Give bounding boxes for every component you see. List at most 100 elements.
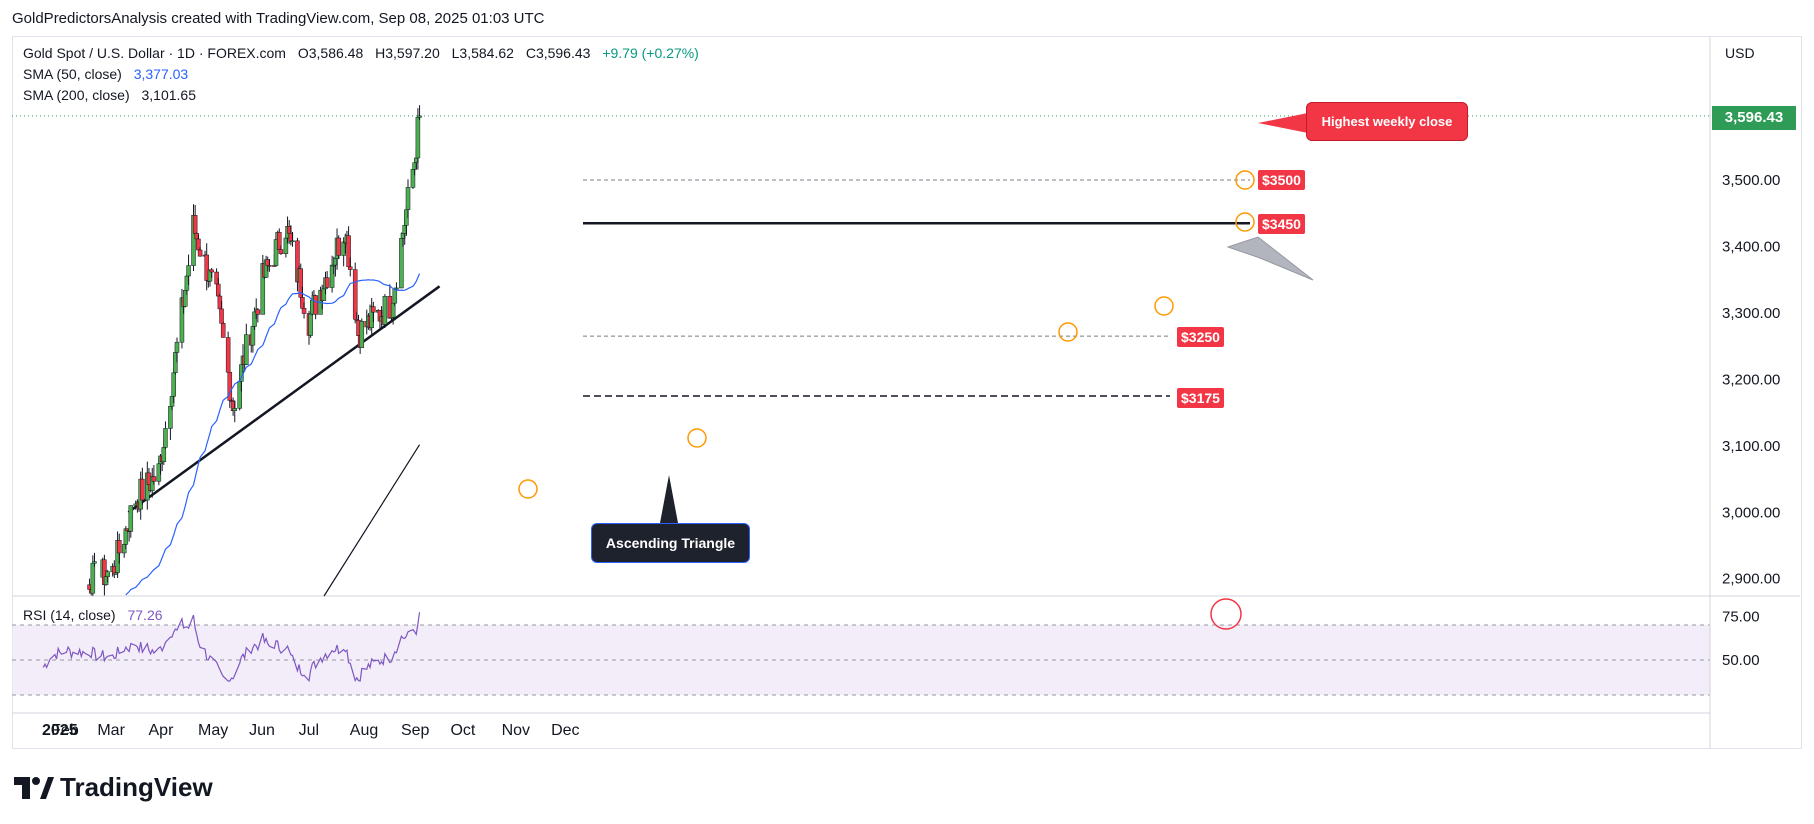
chart-attribution: GoldPredictorsAnalysis created with Trad… [12, 10, 545, 27]
candle-down [197, 249, 203, 257]
candle-down [313, 295, 318, 315]
ohlc-low: L3,584.62 [451, 45, 514, 61]
ohlc-open: O3,586.48 [297, 45, 364, 61]
candle-down [348, 266, 353, 270]
candle-up [290, 240, 295, 243]
candle-down [267, 265, 272, 267]
candle-down [220, 323, 226, 338]
price-tick-label: 3,100.00 [1722, 438, 1780, 455]
time-tick-label: Dec [551, 722, 579, 739]
rsi-tick-label: 75.00 [1722, 608, 1760, 625]
support-trendline [127, 285, 441, 514]
time-tick-label: Oct [450, 722, 475, 739]
sma50-legend[interactable]: SMA (50, close) 3,377.03 [23, 66, 188, 82]
candle-up [163, 428, 168, 448]
tradingview-logo-icon [14, 776, 54, 799]
rsi-value: 77.26 [127, 607, 163, 623]
callout-ascending-triangle[interactable]: Ascending Triangle [591, 523, 750, 563]
time-tick-label: Aug [350, 722, 378, 739]
candle-up [174, 341, 180, 353]
rsi-line [42, 612, 421, 683]
candle-up [417, 115, 422, 118]
rsi-tick-label: 50.00 [1722, 652, 1760, 669]
candle-down [225, 337, 231, 373]
candle-up [392, 288, 398, 304]
candle-down [255, 309, 261, 315]
time-tick-label: Sep [401, 722, 430, 739]
candle-up [382, 296, 388, 325]
time-tick-label: May [198, 722, 228, 739]
touch-marker [687, 428, 707, 448]
sma200-value: 3,101.65 [141, 87, 197, 103]
rsi-overbought-marker [1210, 598, 1242, 630]
candle-up [92, 561, 97, 564]
touch-marker [1235, 212, 1255, 232]
level-tag-3500: $3500 [1258, 170, 1305, 190]
breakout-arrow [1226, 236, 1314, 281]
candle-down [117, 540, 122, 554]
touch-marker [1154, 296, 1174, 316]
candle-up [405, 187, 411, 211]
time-tick-label: Nov [502, 722, 530, 739]
candle-up [105, 571, 110, 577]
candle-up [394, 287, 399, 290]
candle-down [151, 476, 157, 482]
candle-up [128, 505, 134, 532]
candle-down [336, 237, 341, 256]
level-tag-3250: $3250 [1177, 327, 1224, 347]
candle-up [171, 372, 176, 397]
symbol-name: Gold Spot / U.S. Dollar · 1D · FOREX.com [23, 45, 286, 61]
candle-down [219, 308, 224, 324]
candle-down [192, 215, 198, 234]
callout-highest-weekly-close[interactable]: Highest weekly close [1306, 102, 1468, 141]
candle-up [244, 334, 249, 365]
ohlc-high: H3,597.20 [375, 45, 440, 61]
currency-selector[interactable]: USD [1725, 45, 1755, 61]
candle-down [209, 269, 214, 273]
current-price-label: 3,596.43 [1712, 106, 1796, 130]
ohlc-close: C3,596.43 [525, 45, 591, 61]
level-tag-3175: $3175 [1177, 388, 1224, 408]
rsi-legend[interactable]: RSI (14, close) 77.26 [23, 607, 163, 623]
candle-up [415, 117, 421, 159]
candle-up [232, 408, 237, 411]
chart-frame [12, 36, 1802, 749]
price-tick-label: 3,500.00 [1722, 172, 1780, 189]
sma50-label: SMA (50, close) [23, 66, 122, 82]
time-tick-label: Mar [97, 722, 125, 739]
touch-marker [1058, 322, 1078, 342]
price-tick-label: 3,300.00 [1722, 305, 1780, 322]
callout-pointer [1258, 113, 1308, 133]
candle-up [90, 562, 96, 594]
candle-up [308, 313, 313, 336]
symbol-legend: Gold Spot / U.S. Dollar · 1D · FOREX.com… [23, 45, 699, 61]
touch-marker [1235, 170, 1255, 190]
candle-down [371, 306, 376, 313]
candle-up [359, 321, 365, 348]
ohlc-change: +9.79 (+0.27%) [602, 45, 699, 61]
time-tick-label: Jun [249, 722, 275, 739]
level-tag-3450: $3450 [1258, 214, 1305, 234]
pattern-pointer [660, 475, 678, 523]
candle-down [301, 308, 307, 314]
price-tick-label: 3,400.00 [1722, 238, 1780, 255]
sma200-line [323, 444, 421, 597]
time-tick-label: 2025 [42, 722, 78, 739]
time-tick-label: Apr [149, 722, 175, 739]
price-tick-label: 2,900.00 [1722, 571, 1780, 588]
price-tick-label: 3,000.00 [1722, 504, 1780, 521]
candle-down [140, 478, 145, 501]
time-tick-label: Feb [51, 722, 79, 739]
rsi-label: RSI (14, close) [23, 607, 116, 623]
sma200-legend[interactable]: SMA (200, close) 3,101.65 [23, 87, 196, 103]
touch-marker [518, 479, 538, 499]
price-tick-label: 3,200.00 [1722, 371, 1780, 388]
candle-down [324, 277, 330, 288]
time-tick-label: Jul [299, 722, 319, 739]
sma200-label: SMA (200, close) [23, 87, 130, 103]
sma50-line [125, 273, 421, 596]
tradingview-logo[interactable]: TradingView [14, 772, 213, 803]
tradingview-brand-name: TradingView [60, 772, 213, 802]
candle-down [278, 249, 284, 254]
